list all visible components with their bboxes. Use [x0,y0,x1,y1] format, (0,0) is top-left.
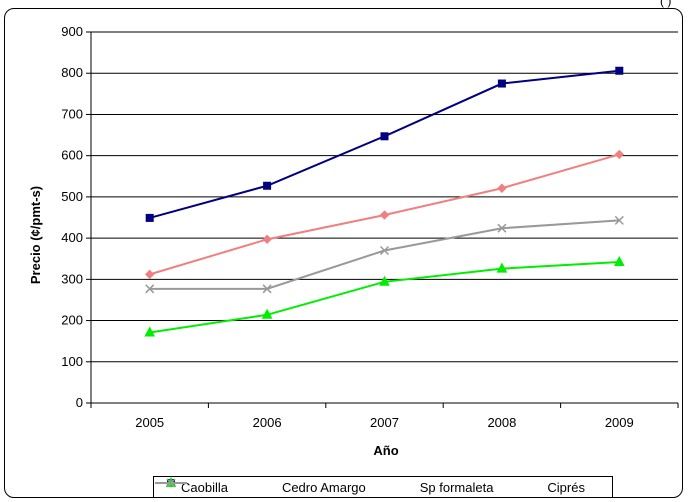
tick-labels: 0 100 200 300 400 500 600 700 800 900 2005 2006 2007… [61,24,633,430]
axes [86,31,679,408]
y-tick-label: 800 [61,65,83,80]
x-axis-title: Año [373,443,398,458]
y-tick-label: 100 [61,354,83,369]
data-point [145,284,155,294]
data-point [262,234,272,245]
y-tick-label: 0 [76,395,83,410]
data-point [379,245,390,256]
y-tick-label: 600 [61,148,83,163]
x-tick-label: 2005 [135,415,164,430]
legend-label: Caobilla [180,479,228,495]
y-tick-label: 300 [61,271,83,286]
data-point [497,79,506,88]
x-tick-label: 2009 [605,415,634,430]
series-ciprés [145,215,624,294]
data-point [262,284,272,294]
legend-item: Ciprés [155,478,585,495]
y-tick-label: 400 [61,230,83,245]
corner-mark: ( ) [660,0,672,8]
y-axis-title: Precio (¢/pmt-s) [28,186,43,284]
x-tick-label: 2008 [487,415,516,430]
legend-marker [166,478,176,488]
data-point [145,213,154,222]
data-point [380,132,389,141]
chart-frame [4,8,683,498]
data-point [615,66,624,75]
x-tick-label: 2006 [253,415,282,430]
y-tick-label: 200 [61,313,83,328]
legend-label: Cedro Amargo [281,479,366,495]
series-sp-formaleta [144,255,625,337]
x-tick-label: 2007 [370,415,399,430]
data-point [614,215,624,225]
legend-item: Caobilla [155,478,228,495]
legend-item: Sp formaleta [155,477,494,495]
data-point [379,275,390,286]
data-point [613,255,625,267]
legend-swatch [155,478,187,488]
y-tick-label: 700 [61,106,83,121]
series-cedro-amargo [145,66,624,222]
data-point [614,149,625,160]
series-line [149,261,620,334]
data-point [497,183,507,193]
legend-label: Sp formaleta [419,479,494,495]
legend-item: Cedro Amargo [155,479,366,495]
data-point [144,326,156,337]
legend-label: Ciprés [547,479,585,495]
data-point [263,181,272,190]
y-tick-label: 500 [61,189,83,204]
series-line [149,69,620,219]
data-point [497,223,507,233]
y-tick-label: 900 [61,24,83,39]
data-point [144,269,155,280]
legend: Caobilla Cedro Amargo Sp formaleta Ciprés [153,476,613,498]
series-caobilla [144,149,625,280]
data-point [496,262,508,273]
series-layer [144,66,625,337]
data-point [379,210,390,220]
data-point [261,308,273,319]
